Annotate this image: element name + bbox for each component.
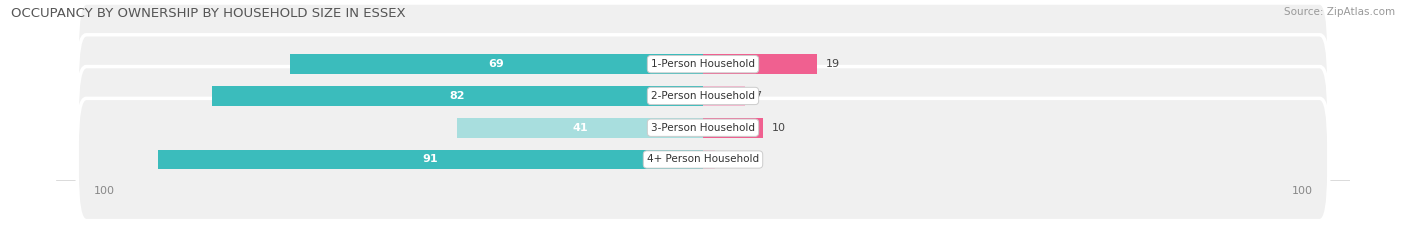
Bar [457,118,703,137]
Bar [212,86,703,106]
FancyBboxPatch shape [77,98,1329,221]
Text: 10: 10 [772,123,786,133]
Text: 1-Person Household: 1-Person Household [651,59,755,69]
Text: Source: ZipAtlas.com: Source: ZipAtlas.com [1284,7,1395,17]
Bar [703,118,763,137]
Text: 91: 91 [423,154,439,164]
FancyBboxPatch shape [77,67,1329,189]
Text: 82: 82 [450,91,465,101]
Text: 2-Person Household: 2-Person Household [651,91,755,101]
Text: 2: 2 [724,154,731,164]
Bar [703,150,716,169]
Bar [703,86,745,106]
Text: 69: 69 [488,59,505,69]
Bar [703,54,817,74]
FancyBboxPatch shape [77,3,1329,125]
Text: OCCUPANCY BY OWNERSHIP BY HOUSEHOLD SIZE IN ESSEX: OCCUPANCY BY OWNERSHIP BY HOUSEHOLD SIZE… [11,7,406,20]
Bar [157,150,703,169]
Text: 4+ Person Household: 4+ Person Household [647,154,759,164]
Bar [290,54,703,74]
Text: 41: 41 [572,123,588,133]
Text: 3-Person Household: 3-Person Household [651,123,755,133]
Text: 19: 19 [825,59,839,69]
FancyBboxPatch shape [77,35,1329,157]
Text: 7: 7 [754,91,761,101]
